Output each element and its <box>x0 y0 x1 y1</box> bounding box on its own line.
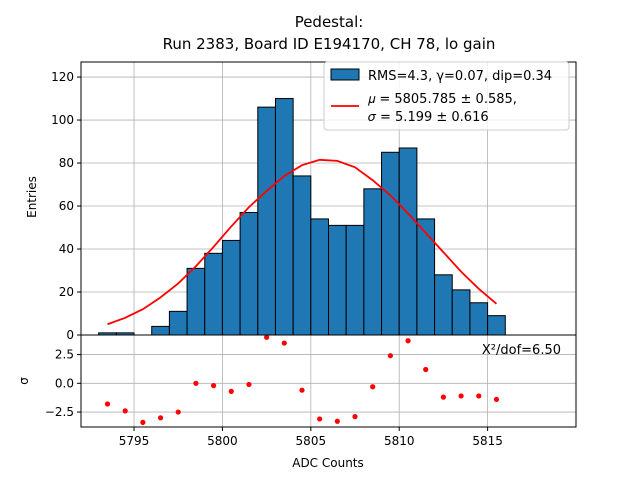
residual-point <box>352 414 358 420</box>
x-tick-label: 5800 <box>207 434 238 448</box>
residual-point <box>246 381 252 388</box>
residual-point <box>458 393 464 399</box>
histogram-bar <box>451 289 471 336</box>
legend-frame <box>323 61 570 131</box>
legend-fit-label-mu: 𝜇 = 5805.785 ± 0.585, <box>368 92 517 107</box>
y-tick-label: 100 <box>51 113 74 127</box>
y-tick-label: 2.5 <box>55 348 74 362</box>
residual-point <box>299 387 305 393</box>
gaussian-fit-line <box>107 158 498 326</box>
y-tick-label: 120 <box>51 70 74 84</box>
residual-point <box>423 366 429 373</box>
y-tick-label: 80 <box>59 156 74 170</box>
residual-point <box>387 353 393 359</box>
histogram-bar <box>151 325 170 336</box>
histogram-bar <box>168 310 188 336</box>
histogram-bars <box>98 98 506 336</box>
residual-point <box>122 408 128 414</box>
x-tick-label: 5805 <box>296 434 327 448</box>
histogram-bar <box>398 147 418 336</box>
residual-point <box>281 340 287 346</box>
y-tick-label: 20 <box>59 285 74 299</box>
residual-point <box>210 383 217 389</box>
legend-histogram-label: RMS=4.3, γ=0.07, dip=0.34 <box>368 69 552 84</box>
histogram-bar <box>221 239 241 336</box>
legend-histogram-swatch <box>330 68 360 81</box>
histogram-bar <box>487 315 506 336</box>
histogram-bar <box>257 106 276 336</box>
residual-point <box>264 334 270 340</box>
residual-point <box>370 384 376 390</box>
residual-point <box>334 418 340 424</box>
legend-fit-label-sigma: 𝜎 = 5.199 ± 0.616 <box>368 110 489 125</box>
histogram-bar <box>239 211 259 336</box>
residual-point <box>228 388 234 394</box>
y-tick-label: 0.0 <box>55 376 74 390</box>
histogram-bar <box>416 218 436 336</box>
chi2-annotation: X²/dof=6.50 <box>482 343 561 358</box>
residual-point <box>405 338 411 344</box>
residual-frame <box>80 334 577 428</box>
residual-point <box>175 409 181 415</box>
residual-point <box>140 419 146 425</box>
residual-point <box>104 401 111 407</box>
y-axis-label-sigma: σ <box>17 377 31 385</box>
histogram-bar <box>469 302 489 336</box>
legend: RMS=4.3, γ=0.07, dip=0.34 𝜇 = 5805.785 ±… <box>323 61 570 131</box>
residual-panel: −2.5 0.0 2.5 5795 5800 5805 5810 5815 <box>45 334 577 448</box>
y-tick-label: −2.5 <box>45 405 74 419</box>
y-tick-label: 60 <box>59 199 74 213</box>
residual-point <box>476 393 482 399</box>
histogram-bar <box>274 98 294 336</box>
residual-point <box>317 416 323 422</box>
histogram-bar <box>292 175 312 336</box>
x-tick-label: 5795 <box>119 434 150 448</box>
y-tick-label: 0 <box>66 328 74 342</box>
histogram-bar <box>310 218 330 336</box>
histogram-bar <box>328 224 347 336</box>
residual-point <box>493 396 500 402</box>
chart-title-line2: Run 2383, Board ID E194170, CH 78, lo ga… <box>163 35 496 53</box>
residual-point <box>193 380 199 386</box>
chart-title-line1: Pedestal: <box>295 13 364 31</box>
residual-points <box>104 334 500 425</box>
residual-grid <box>81 335 576 427</box>
histogram-bar <box>434 274 453 336</box>
y-axis-label-entries: Entries <box>25 176 39 218</box>
x-tick-label: 5815 <box>472 434 503 448</box>
residual-point <box>157 415 164 421</box>
y-tick-label: 40 <box>59 242 74 256</box>
histogram-bar <box>204 252 223 336</box>
histogram-bar <box>363 188 383 336</box>
x-tick-label: 5810 <box>384 434 415 448</box>
histogram-bar <box>345 224 365 336</box>
histogram-bar <box>381 151 400 336</box>
histogram-bar <box>186 267 206 336</box>
residual-point <box>440 394 447 400</box>
x-axis-label: ADC Counts <box>292 456 364 470</box>
